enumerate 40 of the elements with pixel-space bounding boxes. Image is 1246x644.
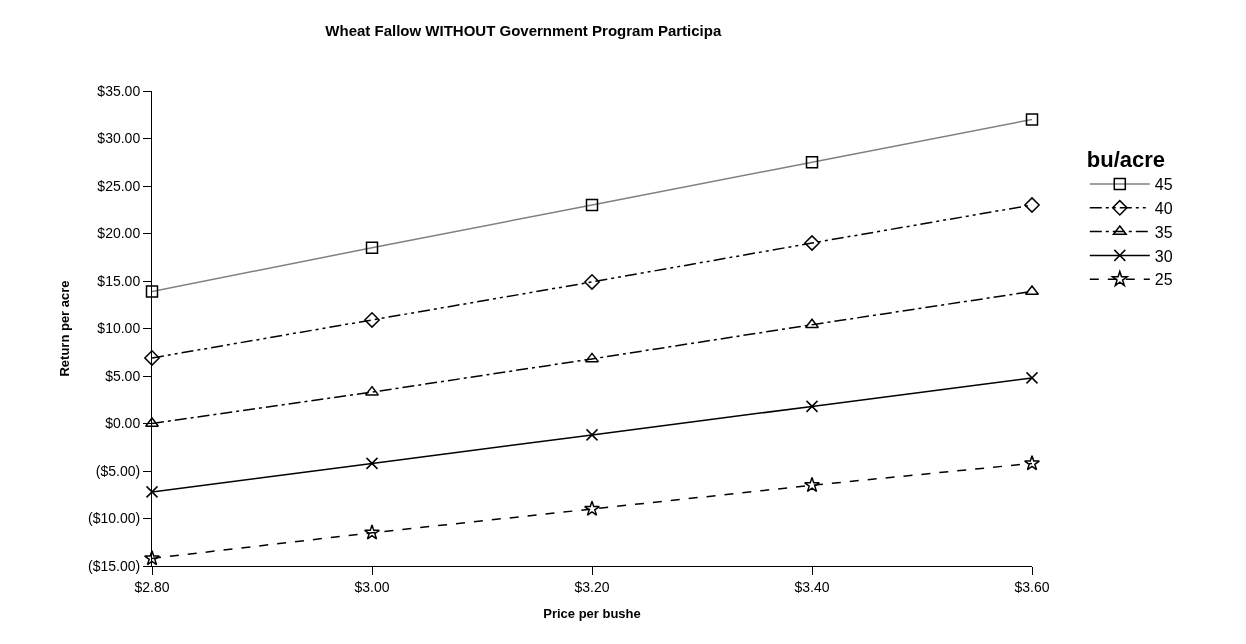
y-tick-label: ($5.00): [95, 462, 141, 479]
point: [1024, 197, 1040, 213]
y-tick-label: $30.00: [97, 130, 141, 147]
x-tick-label: $2.80: [134, 578, 170, 595]
y-tick-label: $0.00: [105, 415, 141, 432]
x-tick-label: $3.00: [354, 578, 390, 595]
point: [803, 476, 821, 493]
point: [804, 235, 820, 251]
point: [584, 274, 600, 290]
point: [1025, 371, 1039, 385]
point: [364, 312, 380, 328]
point: [1023, 454, 1041, 471]
y-tick-label: $15.00: [97, 272, 141, 289]
legend-label: 45: [1154, 176, 1173, 194]
legend-label: 25: [1154, 271, 1173, 289]
x-axis-title: Price per bushe: [543, 606, 641, 622]
y-tick-label: $20.00: [97, 225, 141, 242]
y-tick-label: $5.00: [105, 367, 141, 384]
point: [805, 400, 819, 413]
point: [145, 485, 159, 499]
point: [143, 549, 161, 566]
point: [365, 457, 379, 470]
point: [585, 428, 599, 442]
y-tick-label: $35.00: [97, 82, 141, 99]
legend-title: bu/acre: [1086, 147, 1166, 173]
y-tick-label: ($10.00): [88, 510, 141, 527]
x-tick-label: $3.20: [574, 578, 610, 595]
point: [144, 350, 160, 366]
x-tick-label: $3.60: [1014, 578, 1050, 595]
point: [363, 524, 381, 540]
legend-label: 30: [1154, 247, 1173, 265]
y-axis-title: Return per acre: [56, 280, 72, 377]
legend-label: 35: [1154, 223, 1173, 241]
point: [583, 500, 601, 516]
y-tick-label: $25.00: [97, 177, 141, 194]
chart-title: Wheat Fallow WITHOUT Government Program Participa: [325, 22, 722, 40]
x-tick-label: $3.40: [794, 578, 830, 595]
y-tick-label: $10.00: [97, 320, 141, 337]
y-tick-label: ($15.00): [88, 557, 141, 574]
legend-label: 40: [1154, 200, 1173, 218]
